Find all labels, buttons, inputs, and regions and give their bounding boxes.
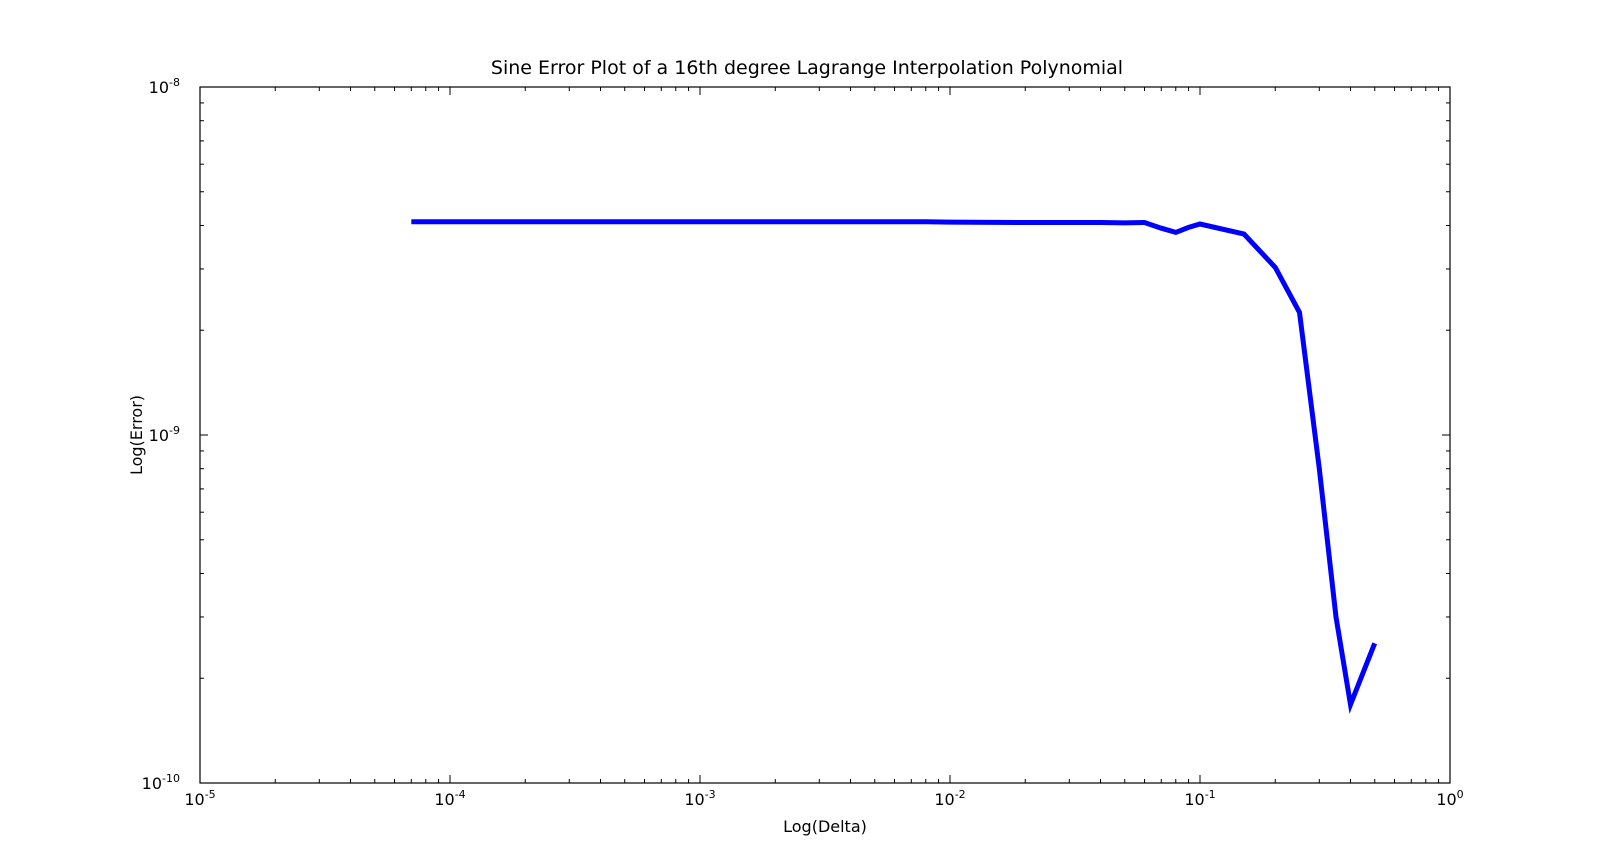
x-tick-labels: 10-5 10-4 10-3 10-2 10-1 100 [184,788,1463,809]
x-tick-label: 10-5 [184,788,215,809]
y-axis-label: Log(Error) [127,395,146,475]
series-line-0 [411,219,1378,714]
y-tick-label: 10-9 [149,424,180,445]
minor-ticks [200,87,1450,783]
y-tick-label: 10-10 [142,772,180,793]
major-ticks [199,86,1451,784]
y-tick-labels: 10-10 10-9 10-8 [142,76,180,793]
chart-title: Sine Error Plot of a 16th degree Lagrang… [491,57,1123,79]
x-axis-label: Log(Delta) [783,817,867,836]
series-layer [411,219,1378,714]
x-tick-label: 100 [1436,788,1463,809]
x-tick-label: 10-3 [684,788,715,809]
x-tick-label: 10-1 [1184,788,1215,809]
x-tick-label: 10-4 [434,788,465,809]
x-tick-label: 10-2 [934,788,965,809]
y-tick-label: 10-8 [149,76,180,97]
